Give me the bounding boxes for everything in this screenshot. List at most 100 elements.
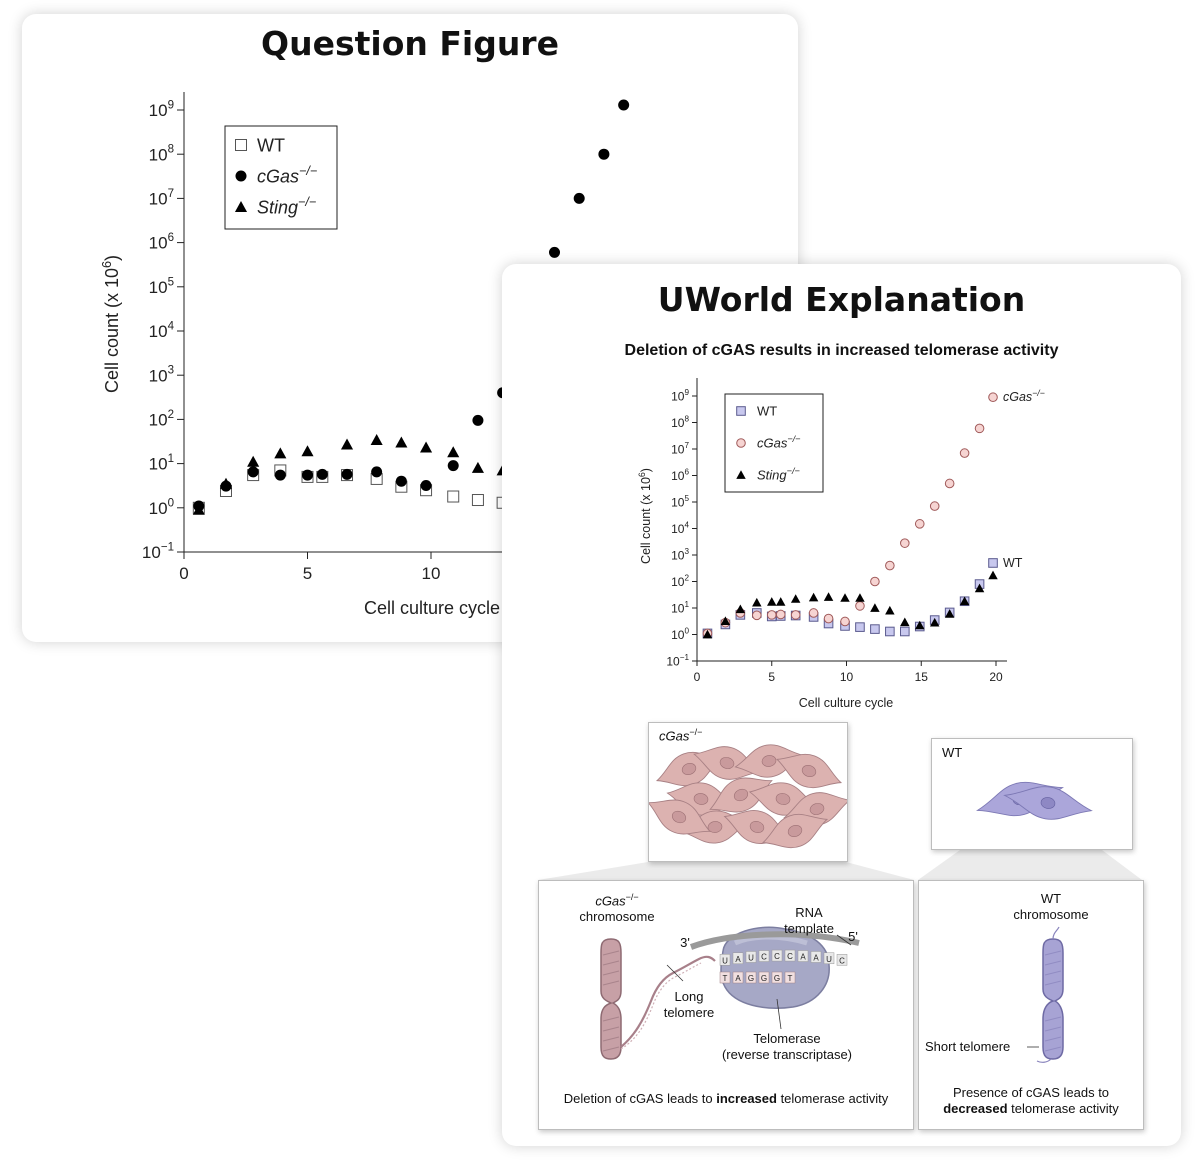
point-cgas [420, 479, 432, 491]
cgas-cell [709, 777, 773, 813]
rna-base [758, 950, 770, 962]
rna-base [810, 951, 822, 963]
x-axis-label: Cell culture cycle [799, 696, 894, 710]
point-cgas [959, 448, 970, 458]
rna-base [797, 950, 809, 962]
rna-base [745, 951, 757, 963]
x-tick-label: 10 [840, 670, 854, 684]
y-axis-label: Cell count (x 106) [637, 468, 653, 564]
point-cgas [840, 616, 850, 627]
legend-marker [736, 470, 746, 479]
point-cgas [752, 610, 762, 621]
rna-template-arc [689, 931, 860, 950]
y-tick-label: 102 [671, 573, 689, 588]
question-chart: 10−1 100 101 102 103 104 105 106 107 108 109 0 5 10 Ce… [100, 92, 630, 618]
x-tick-label: 10 [422, 564, 441, 583]
rna-base [732, 952, 744, 965]
wt-cells-illustration [975, 781, 1093, 820]
point-sting [790, 594, 801, 603]
explanation-title: UWorld Explanation [657, 280, 1026, 319]
point-sting [840, 593, 850, 602]
telomerase-label: Telomerase (reverse transcriptase) [721, 1031, 853, 1062]
cgas-cell-nucleus [719, 757, 735, 769]
point-cgas [900, 538, 910, 548]
cgas-cells-illustration [649, 744, 847, 849]
point-cgas [618, 99, 630, 111]
point-cgas [316, 468, 328, 480]
point-cgas [573, 192, 585, 204]
point-cgas [929, 501, 940, 511]
legend: WT cGas−/− Sting−/− [724, 393, 824, 493]
point-cgas [790, 610, 801, 620]
wt-chromosome-illustration [1027, 926, 1064, 1063]
cgas-cell-nucleus [761, 755, 777, 767]
x-axis-label: Cell culture cycle [364, 598, 500, 618]
y-tick-label: 100 [149, 497, 174, 518]
y-tick-label: 105 [149, 276, 174, 297]
point-sting [808, 592, 819, 602]
point-sting [702, 629, 713, 639]
rna-base [784, 949, 796, 962]
y-tick-label: 109 [671, 388, 689, 403]
cgas-cell-nucleus [749, 821, 765, 833]
explanation-card: UWorld Explanation Deletion of cGAS resu… [502, 264, 1181, 1146]
y-tick-label: 108 [671, 414, 689, 429]
cgas-cell-nucleus [733, 788, 749, 802]
rna-base-letter: A [800, 953, 806, 962]
point-sting [752, 597, 762, 607]
wt-cells-panel: WT [931, 738, 1133, 850]
rna-template-label: RNA template [784, 905, 834, 936]
wt-chromosome-icon [1036, 926, 1064, 1063]
y-tick-label: 10−1 [142, 541, 174, 562]
wt-cell [1003, 786, 1093, 820]
series-annotations: cGas−/− WT [1003, 388, 1045, 570]
point-cgas [472, 414, 484, 426]
series-annotation: WT [1003, 556, 1023, 570]
rna-base-letter: U [722, 956, 728, 965]
short-telomere-label: Short telomere [925, 1039, 1011, 1054]
cgas-cell-nucleus [693, 793, 709, 805]
dna-base [771, 971, 783, 984]
x-tick-label: 20 [989, 670, 1003, 684]
rna-base-letter: U [748, 953, 754, 962]
cgas-cell-nucleus [681, 763, 697, 775]
explanation-chart: 10−1 100 101 102 103 104 105 106 107 108 109 0 5 10 15… [637, 378, 1045, 710]
point-sting [370, 434, 383, 446]
wt-cells-label: WT [942, 745, 963, 760]
point-cgas [549, 246, 560, 258]
point-cgas [341, 468, 353, 480]
cgas-cell-nucleus [671, 810, 687, 824]
point-sting [885, 605, 895, 615]
point-sting [870, 603, 880, 612]
legend-marker [736, 438, 746, 448]
five-prime-label: 5' [848, 929, 858, 944]
data-points [702, 392, 998, 639]
wt-cell-nucleus [1040, 797, 1056, 809]
point-wt [870, 624, 880, 634]
point-cgas [775, 609, 786, 620]
axes: 10−1 100 101 102 103 104 105 106 107 108 109 0 5 10 15… [637, 378, 1007, 710]
rna-base [836, 954, 848, 966]
y-tick-label: 107 [671, 441, 689, 456]
point-sting [974, 583, 985, 593]
cgas-cell [775, 753, 843, 789]
rna-base-letter: C [774, 952, 780, 961]
y-tick-label: 108 [149, 144, 174, 165]
telomerase-enzyme [720, 926, 830, 1009]
wt-chromosome-label: WT chromosome [1013, 891, 1089, 922]
y-tick-label: 106 [149, 232, 174, 253]
point-cgas [974, 423, 985, 434]
legend-marker [235, 170, 247, 182]
point-sting [301, 445, 314, 457]
point-sting [395, 436, 408, 448]
legend: WT cGas−/− Sting−/− [224, 125, 338, 230]
point-cgas [808, 608, 819, 618]
explanation-subtitle: Deletion of cGAS results in increased te… [624, 342, 1059, 359]
point-cgas [885, 560, 895, 571]
point-wt [885, 626, 895, 637]
y-tick-label: 101 [671, 600, 689, 615]
point-wt [900, 626, 910, 637]
cgas-cell [649, 799, 711, 835]
dna-base-letter: G [761, 974, 767, 983]
